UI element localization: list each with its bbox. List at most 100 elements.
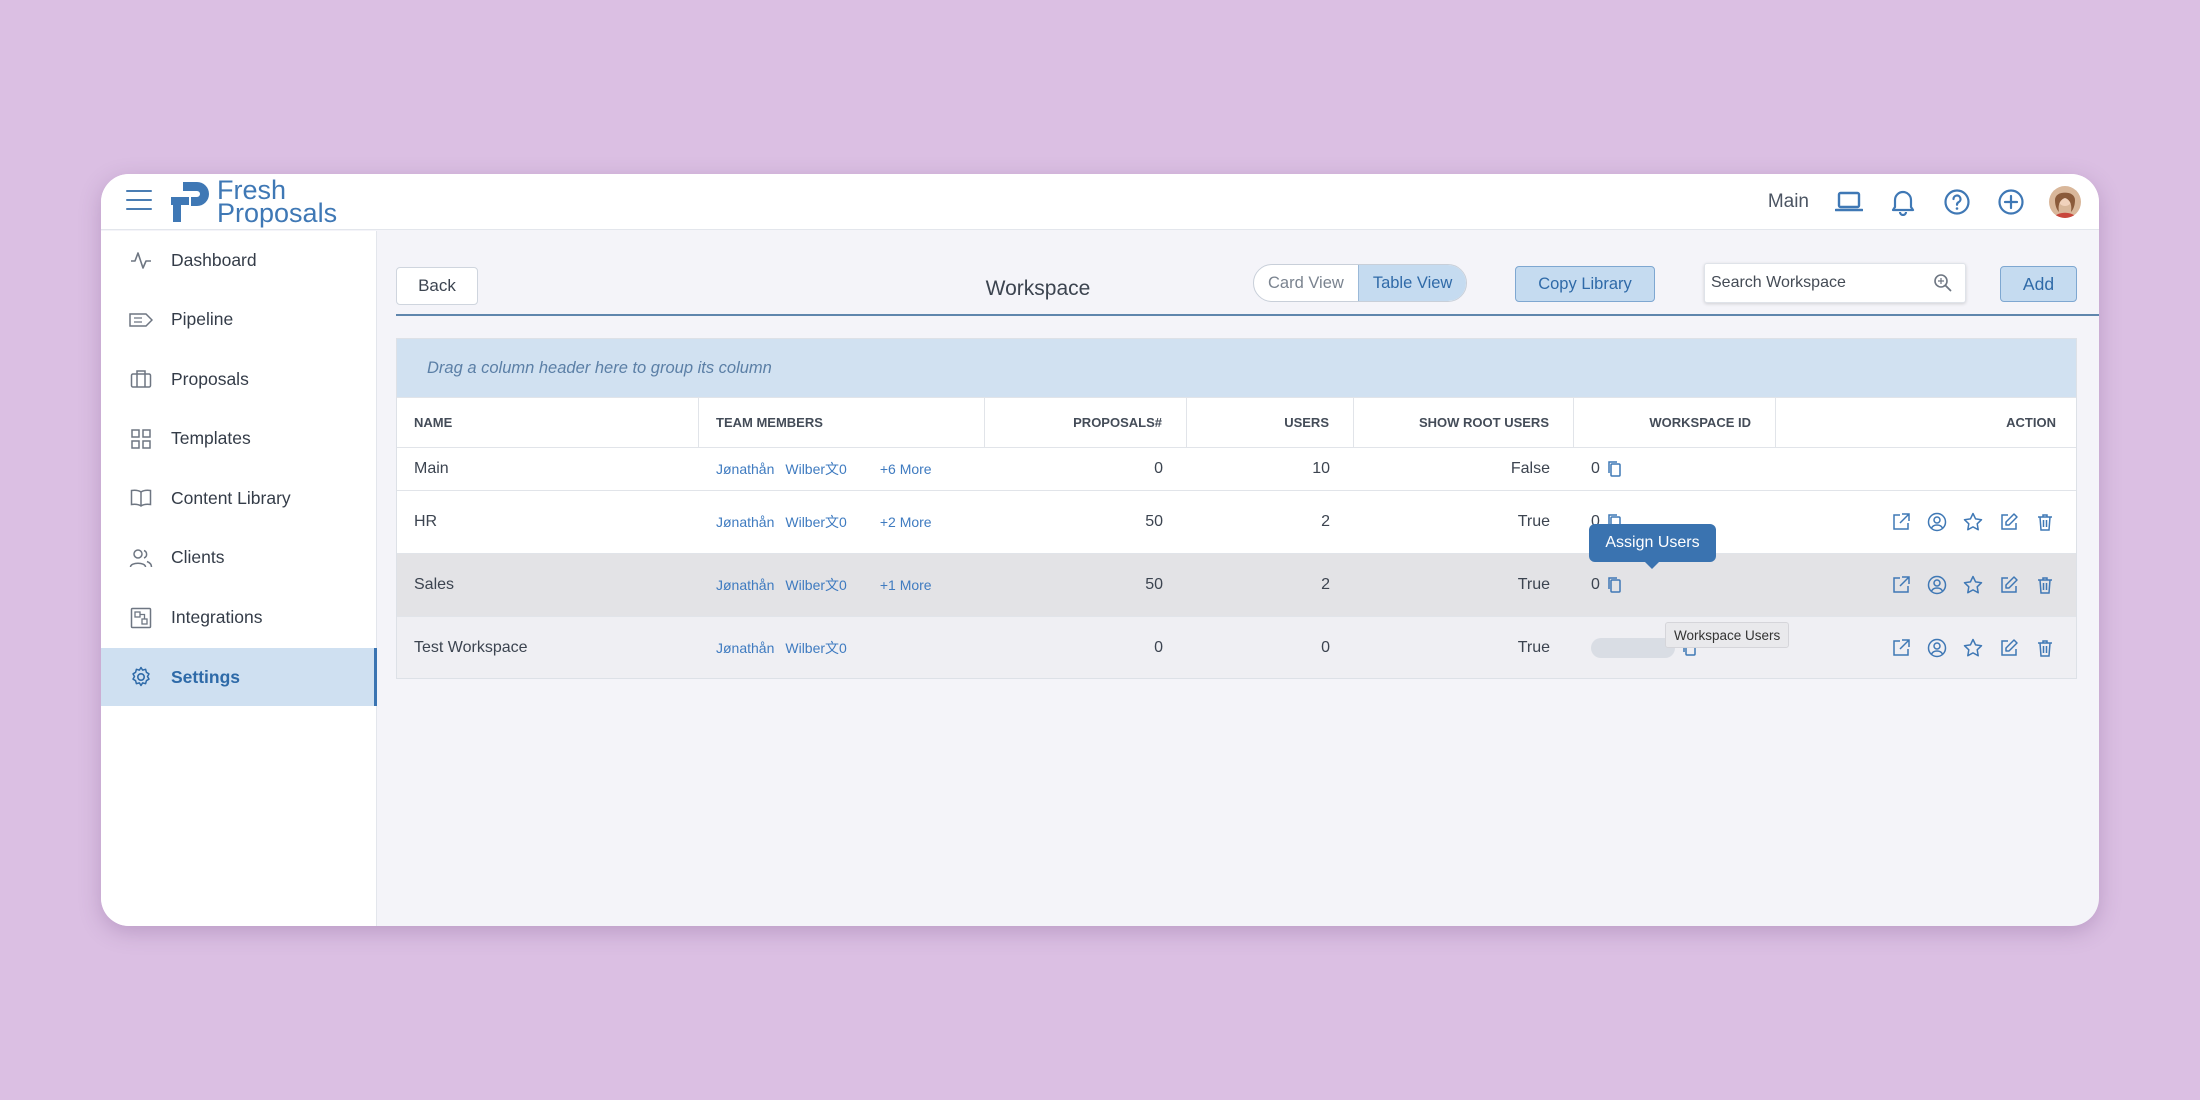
briefcase-icon	[129, 367, 153, 391]
plus-circle-icon[interactable]	[1995, 186, 2027, 218]
member-link[interactable]: Wilber文0	[785, 461, 847, 477]
edit-icon[interactable]	[1998, 511, 2020, 533]
table-row[interactable]: Main Jønathån Wilber文0 +6 More 0 10 Fals…	[397, 447, 2076, 490]
assign-users-icon[interactable]	[1926, 574, 1948, 596]
table-row[interactable]: HR Jønathån Wilber文0 +2 More 50 2 True 0	[397, 490, 2076, 553]
help-icon[interactable]	[1941, 186, 1973, 218]
table-header-row: NAME TEAM MEMBERS PROPOSALS# USERS SHOW …	[397, 397, 2076, 447]
open-external-icon[interactable]	[1890, 637, 1912, 659]
workspace-grid: Drag a column header here to group its c…	[396, 338, 2077, 679]
member-link[interactable]: Jønathån	[716, 514, 775, 530]
sidebar-item-pipeline[interactable]: Pipeline	[101, 291, 376, 349]
workspace-id-value: 0	[1591, 460, 1600, 477]
team-members: Jønathån Wilber文0 +2 More	[699, 491, 985, 553]
main-content: Back Workspace Card View Table View Copy…	[378, 231, 2099, 926]
sidebar-item-label: Clients	[171, 547, 225, 568]
more-members-link[interactable]: +2 More	[879, 514, 932, 530]
trash-icon[interactable]	[2034, 511, 2056, 533]
sidebar-item-templates[interactable]: Templates	[101, 410, 376, 468]
grid-icon	[129, 427, 153, 451]
column-header-action: ACTION	[2006, 415, 2056, 430]
member-link[interactable]: Jønathån	[716, 461, 775, 477]
sidebar-item-label: Pipeline	[171, 309, 234, 330]
table-row[interactable]: Test Workspace Jønathån Wilber文0 0 0 Tru…	[397, 616, 2076, 678]
member-link[interactable]: Jønathån	[716, 639, 775, 656]
more-members-link[interactable]: +1 More	[879, 577, 932, 593]
activity-icon	[129, 248, 153, 272]
fresh-proposals-logo-icon	[171, 182, 209, 222]
card-view-button[interactable]: Card View	[1268, 273, 1344, 292]
workspace-users-hint: Workspace Users	[1665, 622, 1790, 648]
sidebar-item-clients[interactable]: Clients	[101, 529, 376, 587]
trash-icon[interactable]	[2034, 574, 2056, 596]
sidebar-item-label: Content Library	[171, 487, 291, 508]
sidebar-item-label: Templates	[171, 428, 251, 449]
back-button[interactable]: Back	[396, 267, 478, 305]
top-bar: Fresh Proposals Main	[101, 174, 2099, 230]
table-row[interactable]: Sales Jønathån Wilber文0 +1 More 50 2 Tru…	[397, 553, 2076, 616]
sidebar-item-dashboard[interactable]: Dashboard	[101, 231, 376, 289]
sidebar-item-label: Proposals	[171, 368, 249, 389]
users-count: 10	[1312, 460, 1330, 477]
current-workspace-label[interactable]: Main	[1767, 191, 1809, 212]
search-icon[interactable]	[1933, 273, 1953, 298]
users-count: 0	[1321, 638, 1330, 656]
open-external-icon[interactable]	[1890, 511, 1912, 533]
app-logo[interactable]: Fresh Proposals	[169, 177, 337, 227]
sidebar-item-label: Integrations	[171, 607, 263, 628]
column-header-users[interactable]: USERS	[1187, 398, 1354, 447]
column-header-proposals[interactable]: PROPOSALS#	[985, 398, 1187, 447]
member-link[interactable]: Wilber文0	[785, 639, 847, 656]
menu-icon[interactable]	[126, 190, 152, 212]
column-header-show-root-users[interactable]: SHOW ROOT USERS	[1354, 398, 1574, 447]
copy-icon[interactable]	[1606, 576, 1622, 594]
proposals-count: 0	[1154, 638, 1163, 656]
member-link[interactable]: Wilber文0	[785, 514, 847, 530]
copy-library-button[interactable]: Copy Library	[1515, 266, 1655, 302]
add-button[interactable]: Add	[2000, 266, 2077, 302]
app-window: Fresh Proposals Main	[101, 174, 2099, 926]
member-link[interactable]: Wilber文0	[785, 577, 847, 593]
assign-users-icon[interactable]	[1926, 511, 1948, 533]
view-toggle: Card View Table View	[1253, 264, 1468, 302]
workspace-name: HR	[414, 513, 438, 530]
trash-icon[interactable]	[2034, 637, 2056, 659]
star-icon[interactable]	[1962, 574, 1984, 596]
sidebar-item-settings[interactable]: Settings	[101, 648, 377, 707]
proposals-count: 0	[1154, 460, 1163, 477]
workspace-id: 0	[1574, 554, 1776, 616]
member-link[interactable]: Jønathån	[716, 577, 775, 593]
user-avatar[interactable]	[2049, 186, 2081, 218]
show-root-users: False	[1510, 460, 1550, 477]
copy-icon[interactable]	[1606, 460, 1622, 478]
sidebar-item-proposals[interactable]: Proposals	[101, 350, 376, 408]
users-count: 2	[1321, 576, 1330, 593]
proposals-count: 50	[1145, 576, 1163, 593]
sidebar-item-content-library[interactable]: Content Library	[101, 469, 376, 527]
laptop-icon[interactable]	[1833, 186, 1865, 218]
bell-icon[interactable]	[1887, 186, 1919, 218]
workspace-id-value: 0	[1591, 513, 1600, 530]
edit-icon[interactable]	[1998, 574, 2020, 596]
group-drop-area[interactable]: Drag a column header here to group its c…	[397, 339, 2076, 397]
table-view-button[interactable]: Table View	[1357, 265, 1467, 301]
more-members-link[interactable]: +6 More	[879, 461, 932, 477]
workspace-id-value: 0	[1591, 576, 1600, 593]
header-divider	[396, 314, 2099, 316]
row-actions	[1776, 491, 2076, 553]
column-header-workspace-id[interactable]: WORKSPACE ID	[1574, 398, 1776, 447]
star-icon[interactable]	[1962, 511, 1984, 533]
sidebar-item-integrations[interactable]: Integrations	[101, 589, 376, 647]
row-actions	[1776, 448, 2076, 490]
show-root-users: True	[1517, 576, 1550, 593]
workspace-name: Test Workspace	[414, 638, 528, 656]
assign-users-icon[interactable]	[1926, 637, 1948, 659]
open-external-icon[interactable]	[1890, 574, 1912, 596]
column-header-team-members[interactable]: TEAM MEMBERS	[699, 398, 985, 447]
edit-icon[interactable]	[1998, 637, 2020, 659]
column-header-name[interactable]: NAME	[397, 398, 699, 447]
sidebar-item-label: Dashboard	[171, 249, 257, 270]
star-icon[interactable]	[1962, 637, 1984, 659]
users-count: 2	[1321, 513, 1330, 530]
search-input[interactable]	[1705, 264, 1925, 302]
